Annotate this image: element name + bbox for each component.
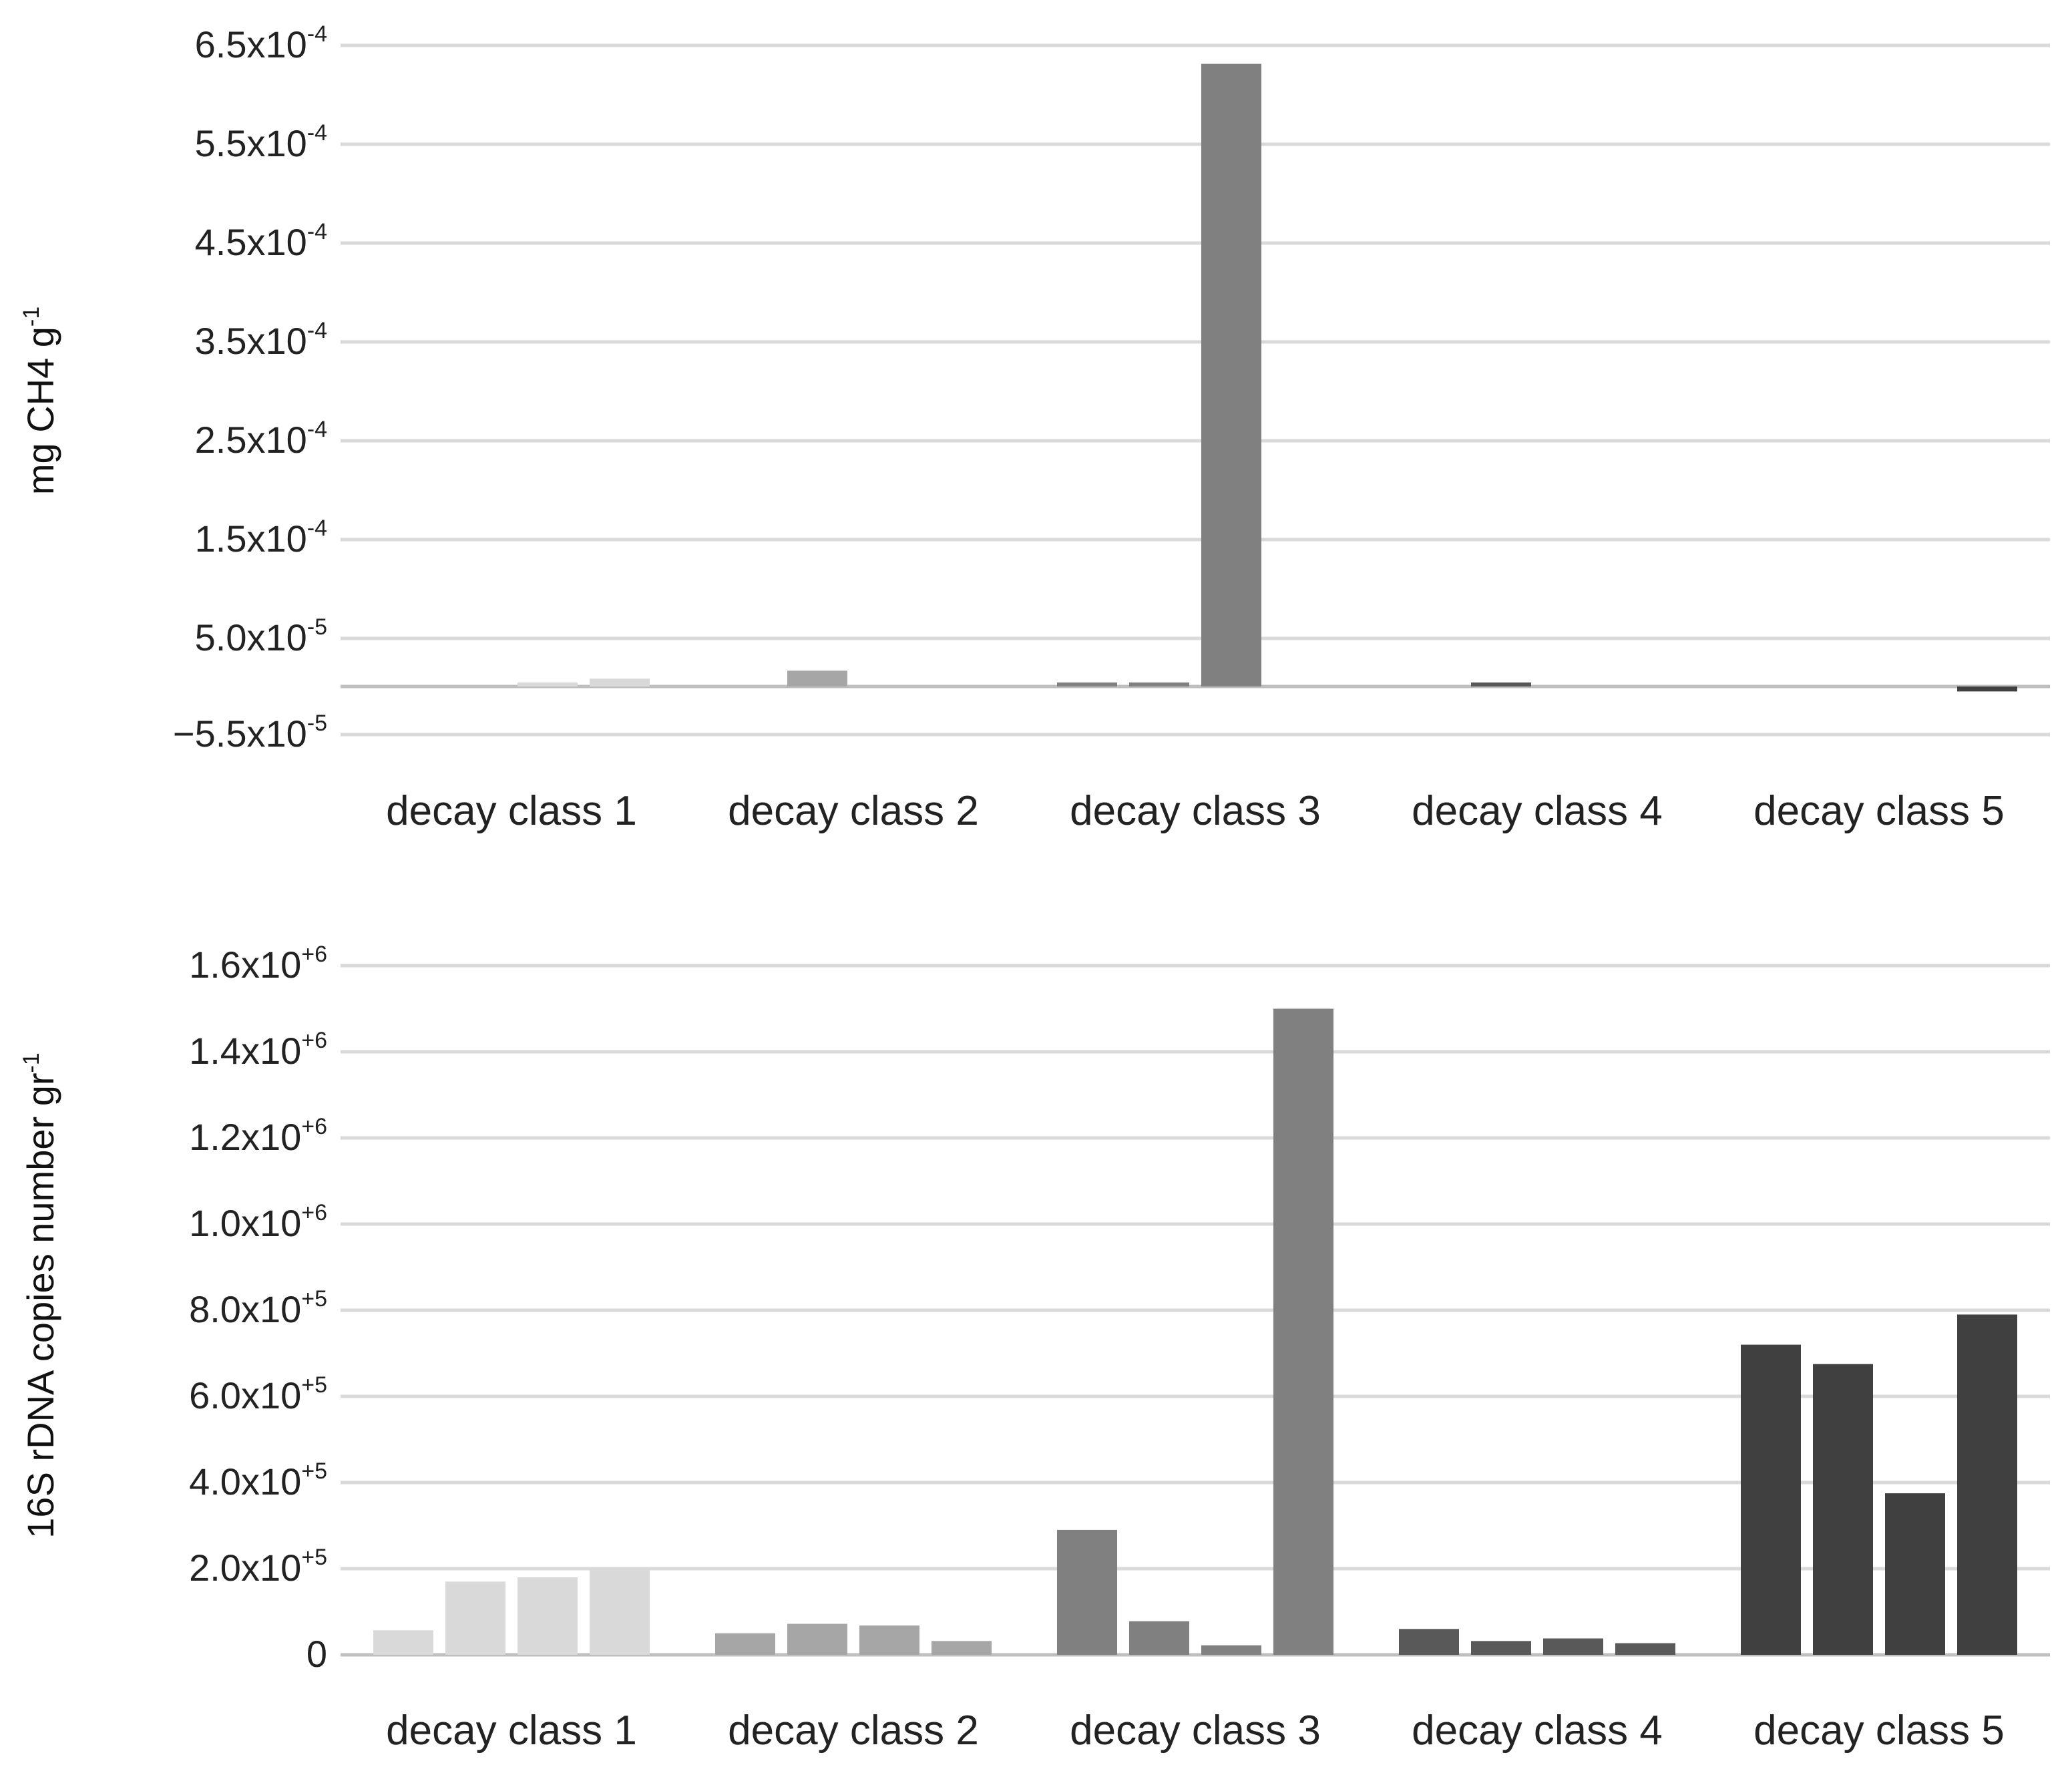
bar-3-2 <box>1129 682 1189 686</box>
x-category-label: decay class 4 <box>1412 1708 1663 1754</box>
y-tick-label: 1.6x10+6 <box>189 942 327 986</box>
y-tick-label: 5.5x10-4 <box>195 120 327 164</box>
y-tick-label: 5.0x10-5 <box>195 614 327 658</box>
bar-1-4 <box>590 1569 650 1655</box>
bar-1-4 <box>590 678 650 686</box>
x-category-label: decay class 2 <box>728 1708 979 1754</box>
y-tick-label: 2.0x10+5 <box>189 1545 327 1589</box>
bar-4-2 <box>1471 682 1531 686</box>
bar-5-4 <box>1957 1314 2017 1655</box>
x-category-label: decay class 4 <box>1412 788 1663 834</box>
bar-2-2 <box>787 1623 847 1655</box>
y-tick-label: 4.5x10-4 <box>195 219 327 263</box>
y-tick-label: 1.4x10+6 <box>189 1028 327 1072</box>
bar-3-4 <box>1273 1008 1333 1655</box>
bar-5-1 <box>1741 1344 1801 1655</box>
bar-4-4 <box>1615 1643 1675 1655</box>
bar-2-4 <box>931 1641 992 1655</box>
bar-3-1 <box>1057 1529 1117 1655</box>
bar-3-1 <box>1057 682 1117 686</box>
y-tick-label: 1.5x10-4 <box>195 516 327 560</box>
bar-1-1 <box>373 1630 433 1655</box>
y-tick-label: 8.0x10+5 <box>189 1286 327 1330</box>
y-tick-label: 6.5x10-4 <box>195 21 327 65</box>
y-tick-label: 2.5x10-4 <box>195 417 327 461</box>
bar-2-3 <box>859 1625 919 1655</box>
y-tick-label: −5.5x10-5 <box>173 711 327 755</box>
bar-3-3 <box>1201 1645 1261 1655</box>
chart-panel-1: 6.5x10-4 5.5x10-4 4.5x10-4 3.5x10-4 2.5x10-4… <box>19 21 2050 834</box>
bar-4-3 <box>1543 1638 1603 1655</box>
x-category-label: decay class 3 <box>1070 1708 1321 1754</box>
bar-3-3 <box>1201 63 1261 687</box>
bar-1-3 <box>517 1577 578 1655</box>
x-category-label: decay class 1 <box>386 788 637 834</box>
x-category-label: decay class 2 <box>728 788 979 834</box>
y-tick-label: 1.2x10+6 <box>189 1114 327 1158</box>
bar-1-3 <box>517 682 578 686</box>
bar-5-3 <box>1885 1493 1945 1655</box>
x-category-label: decay class 5 <box>1753 1708 2005 1754</box>
y-tick-label: 6.0x10+5 <box>189 1372 327 1416</box>
x-category-label: decay class 3 <box>1070 788 1321 834</box>
bar-5-2 <box>1813 1364 1873 1655</box>
y-axis-label: mg CH4 g-1 <box>19 307 61 495</box>
x-category-label: decay class 5 <box>1753 788 2005 834</box>
y-axis-label: 16S rDNA copies number gr-1 <box>19 1052 61 1538</box>
y-tick-label: 0 <box>306 1633 327 1675</box>
bar-1-2 <box>445 1581 505 1655</box>
x-category-label: decay class 1 <box>386 1708 637 1754</box>
y-tick-label: 1.0x10+6 <box>189 1200 327 1244</box>
bar-2-1 <box>715 1633 775 1655</box>
y-tick-label: 4.0x10+5 <box>189 1458 327 1503</box>
y-tick-label: 3.5x10-4 <box>195 318 327 362</box>
bar-3-2 <box>1129 1621 1189 1655</box>
chart-panel-2: 1.6x10+6 1.4x10+6 1.2x10+6 1.0x10+6 8.0x10+5… <box>19 942 2050 1754</box>
bar-5-4 <box>1957 686 2017 692</box>
bar-2-2 <box>787 670 847 686</box>
bar-4-2 <box>1471 1641 1531 1655</box>
bar-4-1 <box>1399 1629 1459 1655</box>
